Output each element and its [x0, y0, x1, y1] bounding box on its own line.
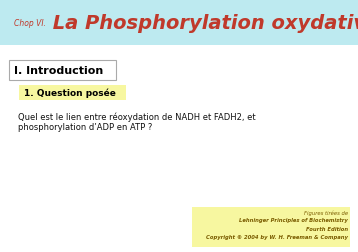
Text: La Phosphorylation oxydative: La Phosphorylation oxydative — [46, 13, 358, 32]
Text: Copyright © 2004 by W. H. Freeman & Company: Copyright © 2004 by W. H. Freeman & Comp… — [206, 234, 348, 239]
Text: I. Introduction: I. Introduction — [14, 66, 103, 76]
Text: phosphorylation d’ADP en ATP ?: phosphorylation d’ADP en ATP ? — [18, 122, 153, 132]
Text: 1. Question posée: 1. Question posée — [24, 88, 116, 98]
FancyBboxPatch shape — [9, 61, 116, 81]
Text: Quel est le lien entre réoxydation de NADH et FADH2, et: Quel est le lien entre réoxydation de NA… — [18, 112, 256, 121]
FancyBboxPatch shape — [19, 86, 126, 101]
Text: Fourth Edition: Fourth Edition — [306, 226, 348, 231]
Text: Figures tirées de: Figures tirées de — [304, 210, 348, 216]
Bar — [0, 0, 358, 46]
Text: Chop VI.: Chop VI. — [14, 18, 46, 27]
Text: Lehninger Principles of Biochemistry: Lehninger Principles of Biochemistry — [239, 217, 348, 222]
FancyBboxPatch shape — [192, 207, 350, 247]
